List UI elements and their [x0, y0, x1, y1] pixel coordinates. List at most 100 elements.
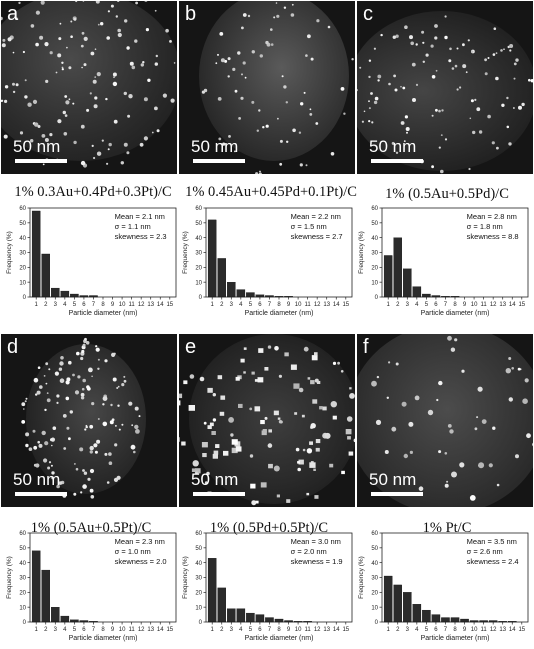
particle — [12, 90, 16, 94]
particle — [292, 128, 296, 133]
histogram-bar — [412, 604, 422, 623]
particle — [90, 495, 95, 499]
particle — [484, 58, 487, 62]
particle — [80, 392, 85, 397]
histogram-bar — [412, 286, 422, 298]
particle — [322, 406, 327, 411]
particle — [230, 433, 234, 437]
particle — [101, 139, 104, 142]
particle — [74, 463, 76, 465]
particle — [508, 357, 512, 360]
particle — [237, 51, 241, 55]
particle — [302, 448, 306, 452]
particle — [207, 387, 213, 393]
particle — [270, 43, 274, 46]
particle — [228, 135, 231, 138]
particle — [66, 377, 71, 382]
particle — [234, 89, 238, 93]
x-tick-label: 6 — [82, 627, 86, 633]
particle — [23, 408, 25, 410]
particle — [116, 475, 121, 480]
particle — [275, 2, 278, 4]
micrograph-a: a 50 nm — [1, 1, 177, 174]
particle — [260, 420, 265, 425]
particle — [51, 471, 55, 475]
particle — [444, 15, 447, 18]
particle — [111, 352, 116, 357]
particle — [518, 105, 522, 110]
histogram-f: 0 10 20 30 40 50 60 1 2 3 4 5 6 7 8 9 10 11 12 13 14 15 Partic… — [356, 529, 532, 649]
particle — [395, 362, 399, 366]
y-tick-label: 60 — [195, 206, 202, 212]
particle — [65, 100, 70, 105]
x-tick-label: 14 — [333, 302, 340, 308]
histogram-c: 0 10 20 30 40 50 60 1 2 3 4 5 6 7 8 9 10 11 12 13 14 15 Partic… — [356, 204, 532, 324]
particle — [59, 378, 65, 383]
particle — [128, 401, 133, 406]
histogram-bar — [274, 618, 284, 623]
particle — [495, 76, 499, 81]
particle — [143, 97, 148, 102]
panel-letter: d — [7, 336, 19, 358]
particle — [451, 67, 455, 70]
particle — [162, 93, 167, 98]
particle — [487, 57, 490, 59]
panel-letter: e — [185, 336, 197, 358]
particle — [35, 393, 38, 396]
particle — [281, 75, 284, 78]
particle — [73, 492, 77, 496]
particle — [108, 461, 113, 465]
stat-mean: Mean = 2.3 nm — [115, 537, 165, 546]
particle — [363, 110, 366, 113]
particle — [58, 367, 63, 371]
particle — [56, 394, 60, 398]
particle — [375, 419, 382, 425]
support-glow — [357, 334, 533, 507]
particle — [449, 429, 454, 434]
particle — [421, 30, 425, 34]
particle — [30, 139, 34, 143]
x-tick-label: 10 — [471, 302, 478, 308]
particle — [231, 439, 238, 445]
particle — [154, 9, 157, 12]
particle — [96, 72, 101, 77]
particle — [391, 426, 397, 432]
particle — [48, 368, 51, 371]
particle — [380, 33, 383, 37]
particle — [80, 396, 85, 400]
particle — [43, 375, 46, 377]
particle-layer — [371, 335, 533, 501]
particle — [65, 396, 70, 401]
x-tick-label: 4 — [415, 302, 419, 308]
x-tick-label: 2 — [220, 302, 224, 308]
particle — [88, 367, 93, 373]
particle — [62, 110, 66, 115]
particle — [28, 447, 33, 451]
x-tick-label: 11 — [305, 302, 312, 308]
particle — [402, 86, 406, 90]
particle — [491, 141, 495, 145]
particle — [116, 1, 120, 2]
y-tick-label: 30 — [19, 251, 26, 257]
particle — [258, 172, 262, 174]
x-tick-label: 9 — [287, 302, 291, 308]
particle — [48, 461, 52, 464]
histogram-e: 0 10 20 30 40 50 60 1 2 3 4 5 6 7 8 9 10 11 12 13 14 15 Partic… — [180, 529, 356, 649]
particle — [80, 44, 84, 48]
particle — [63, 132, 68, 136]
particle — [447, 335, 452, 341]
stat-mean: Mean = 3.5 nm — [467, 537, 517, 546]
particle — [24, 79, 27, 82]
particle — [374, 96, 379, 101]
particle — [83, 36, 88, 42]
particle — [117, 385, 120, 388]
particle — [469, 495, 476, 501]
particle — [38, 443, 43, 448]
stat-skewness: skewness = 2.3 — [115, 232, 167, 241]
particle — [283, 85, 287, 89]
particle — [530, 79, 533, 83]
x-tick-label: 2 — [44, 627, 48, 633]
particle — [351, 58, 354, 61]
particle — [368, 100, 370, 103]
particle — [59, 22, 62, 25]
